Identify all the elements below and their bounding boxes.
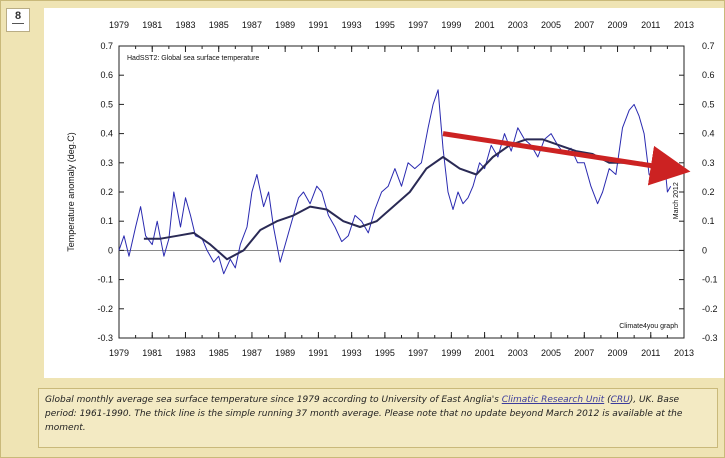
- caption-text-start: Global monthly average sea surface tempe…: [45, 395, 502, 405]
- caption-text-mid: (: [604, 395, 611, 405]
- y-tick-label-left: 0.3: [100, 158, 113, 168]
- y-tick-label-left: -0.3: [97, 333, 113, 343]
- x-tick-label-top: 2009: [608, 20, 628, 30]
- y-tick-label-left: 0.5: [100, 99, 113, 109]
- x-tick-label-bottom: 1995: [375, 348, 395, 358]
- x-tick-label-bottom: 1983: [175, 348, 195, 358]
- y-tick-label-right: -0.3: [702, 333, 718, 343]
- y-tick-label-right: 0.2: [702, 187, 715, 197]
- y-tick-label-right: 0: [702, 245, 707, 255]
- y-tick-label-right: 0.4: [702, 129, 715, 139]
- x-tick-label-top: 1981: [142, 20, 162, 30]
- x-tick-label-bottom: 2007: [574, 348, 594, 358]
- y-tick-label-left: -0.2: [97, 304, 113, 314]
- trend-arrow: [442, 131, 691, 186]
- x-tick-label-bottom: 1991: [308, 348, 328, 358]
- x-tick-label-bottom: 1993: [342, 348, 362, 358]
- x-tick-label-top: 2013: [674, 20, 694, 30]
- x-tick-label-bottom: 1997: [408, 348, 428, 358]
- monthly-sst-line: [118, 89, 672, 275]
- x-tick-label-top: 2007: [574, 20, 594, 30]
- x-tick-label-bottom: 1999: [441, 348, 461, 358]
- y-tick-label-left: 0.6: [100, 70, 113, 80]
- x-tick-label-top: 1979: [109, 20, 129, 30]
- y-tick-label-left: 0.4: [100, 129, 113, 139]
- cru-abbrev-link[interactable]: CRU: [610, 395, 630, 405]
- sst-chart: 0.7 0.7 0.6 0.6 0.5 0.5 0.4 0.4 0.3 0.3 0.2 0.2 0.1 0…: [66, 20, 718, 358]
- x-tick-label-top: 1995: [375, 20, 395, 30]
- y-tick-label-right: 0.5: [702, 99, 715, 109]
- x-tick-label-bottom: 1989: [275, 348, 295, 358]
- x-tick-label-top: 1987: [242, 20, 262, 30]
- chart-panel: 0.7 0.7 0.6 0.6 0.5 0.5 0.4 0.4 0.3 0.3 0.2 0.2 0.1 0…: [44, 8, 724, 378]
- chart-credit: Climate4you graph: [619, 323, 678, 330]
- x-tick-label-top: 1983: [175, 20, 195, 30]
- x-tick-label-top: 2005: [541, 20, 561, 30]
- x-tick-label-bottom: 2011: [641, 348, 660, 358]
- x-tick-label-bottom: 2005: [541, 348, 561, 358]
- y-tick-label-left: 0.1: [100, 216, 113, 226]
- x-tick-label-bottom: 2009: [608, 348, 628, 358]
- caption-box: Global monthly average sea surface tempe…: [38, 388, 718, 448]
- y-tick-label-left: -0.1: [97, 275, 113, 285]
- x-tick-label-top: 1993: [342, 20, 362, 30]
- y-tick-label-left: 0.7: [100, 41, 113, 51]
- x-tick-label-top: 1991: [308, 20, 328, 30]
- caption-text-end: ), UK. Base period: 1961-1990. The thick…: [45, 395, 683, 433]
- x-tick-label-bottom: 2001: [475, 348, 495, 358]
- slide-number-rule: [12, 23, 24, 24]
- x-tick-label-top: 1999: [441, 20, 461, 30]
- y-tick-label-right: 0.7: [702, 41, 715, 51]
- y-tick-label-right: -0.1: [702, 275, 718, 285]
- y-tick-label-left: 0.2: [100, 187, 113, 197]
- x-tick-label-bottom: 1981: [142, 348, 162, 358]
- plot-area: [118, 45, 685, 339]
- x-tick-label-bottom: 2013: [674, 348, 694, 358]
- chart-title: HadSST2: Global sea surface temperature: [127, 55, 259, 62]
- x-tick-label-bottom: 1987: [242, 348, 262, 358]
- y-tick-label-right: 0.3: [702, 158, 715, 168]
- slide-number: 8: [6, 8, 30, 32]
- x-tick-label-bottom: 2003: [508, 348, 528, 358]
- x-tick-label-bottom: 1979: [109, 348, 129, 358]
- right-annotation: March 2012: [673, 182, 680, 219]
- y-axis-label: Temperature anomaly (deg.C): [66, 132, 76, 252]
- running-average-line: [143, 138, 643, 261]
- cru-link[interactable]: Climatic Research Unit: [501, 395, 605, 405]
- x-tick-label-top: 2003: [508, 20, 528, 30]
- y-tick-label-right: -0.2: [702, 304, 718, 314]
- x-tick-label-bottom: 1985: [209, 348, 229, 358]
- y-tick-label-right: 0.6: [702, 70, 715, 80]
- x-tick-label-top: 1985: [209, 20, 229, 30]
- x-tick-label-top: 2001: [475, 20, 495, 30]
- y-tick-label-left: 0: [108, 245, 113, 255]
- x-tick-label-top: 1989: [275, 20, 295, 30]
- slide-number-text: 8: [14, 10, 22, 22]
- x-tick-label-top: 1997: [408, 20, 428, 30]
- y-tick-label-right: 0.1: [702, 216, 715, 226]
- x-tick-label-top: 2011: [641, 20, 660, 30]
